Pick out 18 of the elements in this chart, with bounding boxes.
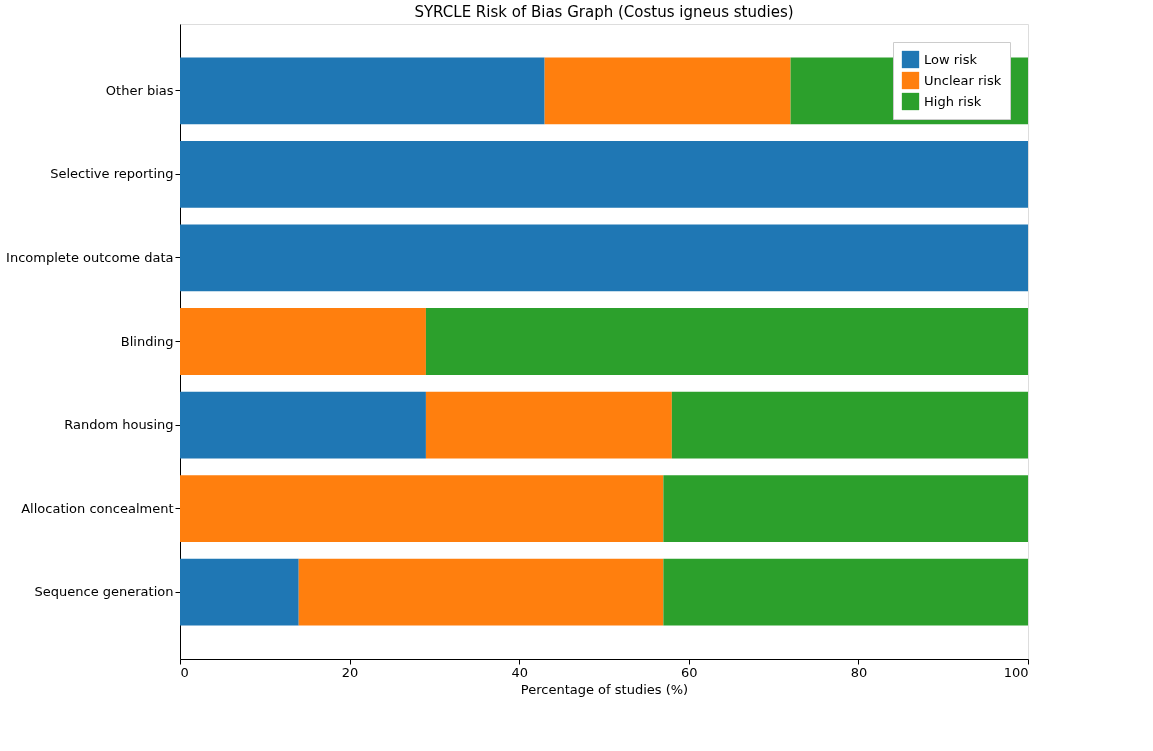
x-tick-label: 20 [341,664,359,680]
x-tick-label: 100 [1003,664,1029,680]
y-tick-label: Allocation concealment [21,500,174,516]
x-axis-title: Percentage of studies (%) [520,681,689,697]
x-tick-label: 60 [681,664,698,680]
legend-label: Unclear risk [924,72,1002,88]
y-tick-label: Sequence generation [34,584,174,600]
y-tick-label: Selective reporting [50,166,174,182]
y-tick-label: Other bias [105,82,174,98]
x-tick-label: 80 [850,664,868,680]
chart-title: SYRCLE Risk of Bias Graph (Costus igneus studies) [414,3,794,21]
legend-label: Low risk [924,51,978,67]
x-tick-label: 40 [511,664,528,680]
legend-label: High risk [924,93,982,109]
x-tick-label: 0 [180,664,189,680]
y-tick-label: Blinding [120,333,174,349]
y-tick-label: Incomplete outcome data [6,249,174,265]
y-tick-label: Random housing [64,417,174,433]
